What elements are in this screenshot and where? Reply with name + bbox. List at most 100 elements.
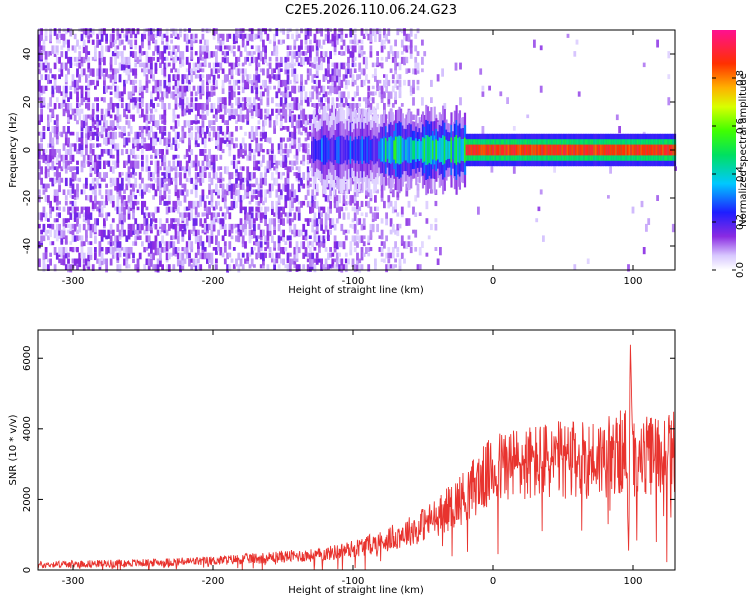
spectrogram-cell bbox=[210, 195, 214, 203]
spectrogram-cell bbox=[362, 97, 366, 102]
spectrogram-cell bbox=[250, 79, 254, 85]
spectrogram-cell bbox=[295, 79, 299, 84]
spectrogram-cell bbox=[129, 51, 133, 57]
spectrogram-cell bbox=[91, 166, 95, 171]
carrier-segment bbox=[460, 139, 463, 161]
spectrogram-cell bbox=[76, 120, 79, 125]
spectrogram-cell bbox=[416, 68, 420, 74]
spectrogram-cell bbox=[53, 120, 57, 125]
spectrogram-cell bbox=[268, 189, 272, 198]
spectrogram-cell bbox=[118, 247, 122, 253]
spectrogram-cell bbox=[176, 85, 180, 94]
spectrogram-cell bbox=[185, 149, 189, 158]
spectrogram-cell bbox=[206, 108, 209, 116]
spectrogram-cell bbox=[42, 39, 46, 45]
spectrogram-cell bbox=[253, 218, 256, 224]
spectrogram-cell bbox=[219, 154, 223, 160]
spectrogram-cell bbox=[114, 68, 117, 75]
spectrogram-cell bbox=[141, 97, 144, 104]
spectrogram-cell bbox=[53, 177, 57, 184]
spectrogram-cell bbox=[85, 33, 88, 38]
spectrogram-cell bbox=[150, 160, 153, 165]
spectrogram-cell bbox=[396, 74, 400, 80]
spectrogram-cell bbox=[185, 103, 189, 111]
spectrogram-cell bbox=[163, 183, 167, 191]
spectrogram-cell bbox=[53, 166, 57, 170]
carrier-segment bbox=[470, 144, 473, 156]
spectrogram-cell bbox=[246, 114, 250, 122]
spectrogram-cell bbox=[300, 28, 303, 34]
spectrogram-cell bbox=[201, 252, 205, 260]
spectrogram-cell bbox=[262, 252, 265, 262]
spectrogram-cell bbox=[324, 258, 328, 267]
spectrogram-cell bbox=[138, 51, 142, 60]
spectrogram-cell bbox=[118, 212, 122, 221]
spectrogram-cell bbox=[246, 33, 250, 41]
carrier-segment bbox=[497, 144, 500, 156]
spectrogram-cell bbox=[185, 241, 189, 248]
spectrogram-cell bbox=[201, 241, 205, 250]
spectrogram-cell bbox=[188, 79, 191, 85]
spectrogram-cell bbox=[49, 149, 52, 156]
spectrogram-cell bbox=[206, 51, 209, 59]
spectrogram-cell bbox=[134, 229, 138, 235]
spectrogram-cell bbox=[286, 137, 290, 142]
spectrogram-cell bbox=[380, 56, 384, 61]
spectrogram-cell bbox=[123, 252, 126, 257]
spectrogram-cell bbox=[62, 126, 66, 134]
spectrogram-cell bbox=[268, 154, 272, 161]
spectrogram-cell bbox=[143, 189, 147, 195]
spectrogram-cell bbox=[241, 79, 245, 88]
spectrogram-cell bbox=[226, 137, 229, 142]
spectrogram-cell bbox=[376, 85, 379, 92]
carrier-segment bbox=[381, 138, 384, 162]
spectrogram-cell bbox=[181, 108, 185, 117]
spectrogram-cell bbox=[324, 212, 328, 219]
spectrogram-cell bbox=[286, 218, 290, 224]
spectrogram-x-ticks: -300 -200 -100 0 100 bbox=[62, 30, 643, 287]
carrier-segment bbox=[569, 144, 572, 156]
carrier-segment bbox=[662, 144, 665, 156]
spectrogram-cell bbox=[163, 91, 167, 98]
spectrogram-cell bbox=[181, 56, 185, 65]
spectrogram-cell bbox=[246, 97, 250, 103]
spectrogram-cell bbox=[85, 160, 88, 165]
spectrogram-cell bbox=[58, 223, 61, 231]
spectrogram-cell bbox=[300, 114, 303, 120]
spectrogram-cell bbox=[512, 126, 516, 131]
spectrogram-cell bbox=[403, 45, 406, 52]
spectrogram-cell bbox=[291, 120, 294, 128]
spectrogram-cell bbox=[194, 189, 198, 198]
spectrogram-cell bbox=[138, 235, 142, 240]
spectrogram-cell bbox=[38, 56, 41, 62]
spectrogram-cell bbox=[342, 229, 346, 235]
spectrogram-cell bbox=[114, 114, 117, 121]
spectrogram-cell bbox=[197, 108, 200, 117]
spectrogram-cell bbox=[306, 56, 310, 65]
spectrogram-cell bbox=[253, 229, 256, 239]
spectrogram-cell bbox=[400, 103, 404, 107]
spectrogram-cell bbox=[181, 91, 185, 100]
spectrogram-cell bbox=[96, 33, 99, 40]
spectrogram-cell bbox=[394, 56, 397, 63]
spectrogram-cell bbox=[407, 241, 411, 247]
spectrogram-cell bbox=[297, 212, 301, 221]
spectrogram-cell bbox=[199, 91, 203, 100]
spectrogram-cell bbox=[181, 212, 185, 221]
spectrogram-cell bbox=[217, 103, 220, 110]
spectrogram-cell bbox=[167, 166, 171, 174]
spectrogram-cell bbox=[277, 264, 281, 269]
spectrogram-cell bbox=[197, 264, 200, 270]
spectrogram-cell bbox=[255, 131, 259, 137]
spectrogram-cell bbox=[284, 247, 288, 252]
spectrogram-cell bbox=[64, 28, 68, 35]
carrier-segment bbox=[415, 138, 418, 162]
spectrogram-cell bbox=[434, 200, 438, 207]
carrier-segment bbox=[321, 138, 324, 162]
spectrogram-cell bbox=[42, 97, 46, 106]
spectrogram-cell bbox=[47, 235, 50, 241]
colorbar: 0.00.20.40.60.8 Normalized spectral ampl… bbox=[712, 30, 749, 278]
spectrogram-cell bbox=[172, 177, 176, 182]
spectrogram-cell bbox=[221, 177, 225, 182]
spectrogram-cell bbox=[380, 195, 384, 202]
